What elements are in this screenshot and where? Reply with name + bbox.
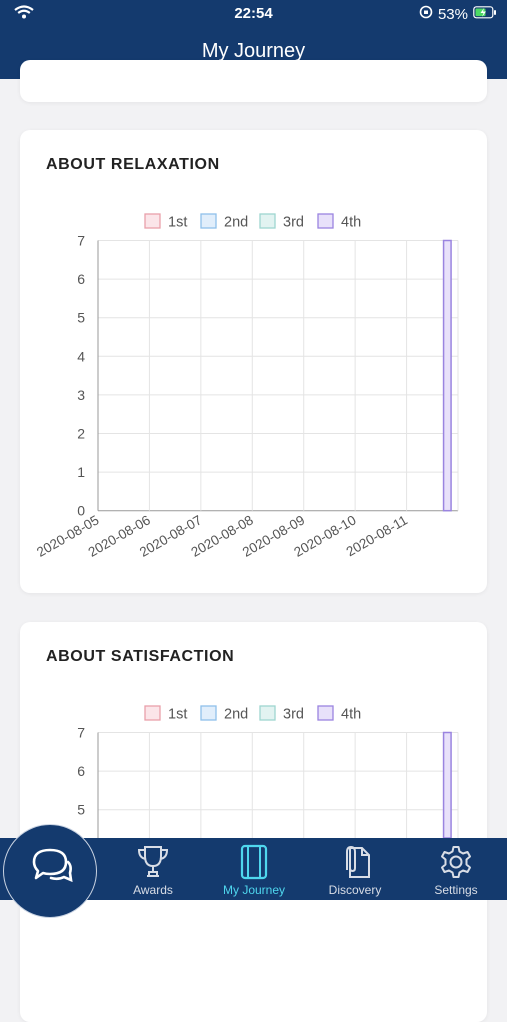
battery-charging-icon	[473, 5, 497, 23]
y-tick-label: 3	[77, 387, 85, 403]
wifi-icon	[14, 5, 34, 23]
tab-settings[interactable]: Settings	[406, 838, 506, 900]
y-tick-label: 4	[77, 348, 85, 364]
legend-swatch	[144, 213, 161, 229]
chat-button[interactable]	[3, 824, 97, 918]
tab-label: Discovery	[328, 883, 382, 897]
legend-label: 2nd	[224, 215, 248, 231]
legend-swatch	[144, 705, 161, 721]
orientation-lock-icon	[419, 5, 433, 23]
legend-swatch	[317, 213, 334, 229]
status-bar: 22:54 53%	[0, 0, 507, 28]
y-tick-label: 1	[77, 464, 85, 480]
page-title: My Journey	[201, 40, 306, 62]
journey-book-icon	[239, 844, 269, 883]
bar	[442, 239, 452, 512]
y-tick-label: 5	[77, 310, 85, 326]
y-tick-label: 7	[77, 725, 85, 741]
card-title: ABOUT RELAXATION	[46, 156, 220, 173]
legend-label: 2nd	[224, 707, 248, 723]
y-tick-label: 5	[77, 802, 85, 818]
chart-card-relaxation: ABOUT RELAXATION 1st 2nd 3rd 4th 0 1 2 3 4 5 6 7 202…	[20, 130, 487, 593]
satisfaction-bar-chart: 1st 2nd 3rd 4th 5 6 7	[77, 705, 459, 839]
battery-percent: 53%	[437, 5, 468, 23]
tab-awards[interactable]: Awards	[103, 838, 203, 900]
legend-label: 1st	[168, 215, 187, 231]
bar	[442, 731, 452, 839]
legend-swatch	[259, 213, 276, 229]
legend-swatch	[259, 705, 276, 721]
y-tick-label: 0	[77, 503, 85, 519]
chat-bubbles-icon	[32, 848, 73, 883]
relaxation-bar-chart: 1st 2nd 3rd 4th012345672020-08-052020-08-06…	[34, 213, 459, 560]
trophy-icon	[136, 844, 170, 883]
legend-label: 4th	[341, 707, 361, 723]
tab-label: Awards	[133, 883, 173, 897]
legend-label: 3rd	[283, 215, 304, 231]
paperclip-document-icon	[338, 844, 372, 883]
tab-label: My Journey	[222, 883, 286, 897]
legend-label: 1st	[168, 707, 187, 723]
previous-card	[20, 60, 487, 102]
y-tick-label: 7	[77, 233, 85, 249]
legend-swatch	[317, 705, 334, 721]
tab-discovery[interactable]: Discovery	[305, 838, 405, 900]
status-time: 22:54	[234, 5, 273, 22]
card-title: ABOUT SATISFACTION	[46, 648, 235, 665]
tab-label: Settings	[434, 883, 478, 897]
y-tick-label: 6	[77, 271, 85, 287]
legend-label: 4th	[341, 215, 361, 231]
tab-my-journey[interactable]: My Journey	[204, 838, 304, 900]
legend-swatch	[200, 213, 217, 229]
chart-card-satisfaction: ABOUT SATISFACTION 1st 2nd 3rd 4th 5 6 7	[20, 622, 487, 1022]
gear-icon	[438, 844, 474, 883]
legend-swatch	[200, 705, 217, 721]
y-tick-label: 2	[77, 426, 85, 442]
legend-label: 3rd	[283, 707, 304, 723]
y-tick-label: 6	[77, 763, 85, 779]
